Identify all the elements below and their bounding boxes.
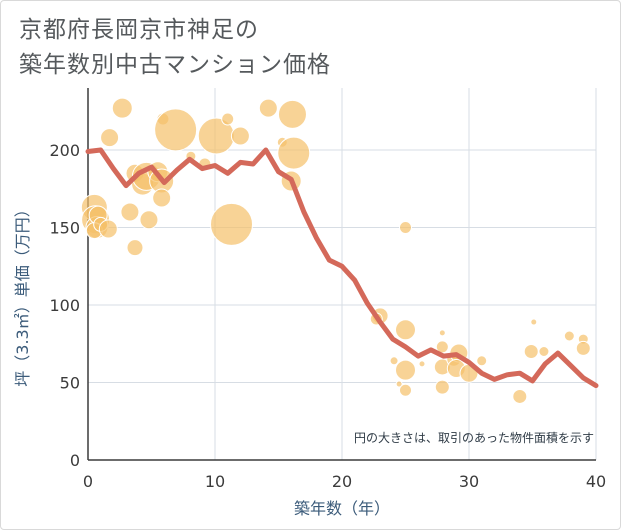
bubble-point bbox=[476, 355, 488, 367]
y-axis-title: 坪（3.3㎡）単価（万円） bbox=[13, 201, 32, 386]
bubble-point bbox=[523, 344, 539, 359]
bubble-point bbox=[389, 356, 399, 366]
x-tick-label: 40 bbox=[586, 472, 606, 491]
bubble-point bbox=[395, 359, 416, 381]
bubble-point bbox=[395, 319, 416, 341]
chart-title-line1: 京都府長岡京市神足の bbox=[19, 17, 259, 43]
x-tick-label: 30 bbox=[459, 472, 479, 491]
bubble-point bbox=[395, 380, 403, 388]
x-axis-title: 築年数（年） bbox=[294, 499, 390, 518]
bubble-point bbox=[126, 239, 144, 257]
bubble-point bbox=[120, 202, 140, 222]
bubble-point bbox=[277, 136, 311, 170]
bubble-point bbox=[100, 128, 120, 148]
x-tick-label: 0 bbox=[83, 472, 93, 491]
bubble-point bbox=[230, 126, 250, 146]
bubble-point bbox=[538, 346, 550, 357]
bubble-point bbox=[98, 219, 118, 239]
x-tick-label: 10 bbox=[205, 472, 225, 491]
bubble-point bbox=[111, 97, 133, 119]
y-tick-label: 200 bbox=[49, 141, 80, 160]
bubble-point bbox=[221, 112, 235, 126]
bubble-point bbox=[438, 329, 446, 337]
y-tick-label: 50 bbox=[60, 374, 80, 393]
y-tick-label: 100 bbox=[49, 296, 80, 315]
bubble-point bbox=[530, 318, 538, 326]
y-tick-label: 150 bbox=[49, 219, 80, 238]
bubble-point bbox=[152, 188, 172, 208]
chart-title-line2: 築年数別中古マンション価格 bbox=[19, 52, 331, 78]
bubble-point bbox=[399, 383, 412, 397]
bubble-point bbox=[154, 108, 198, 152]
bubble-point bbox=[512, 388, 528, 404]
bubble-point bbox=[277, 99, 307, 129]
x-tick-label: 20 bbox=[332, 472, 352, 491]
y-tick-label: 0 bbox=[70, 451, 80, 470]
average-price-line bbox=[85, 147, 599, 389]
axis-ticks: 0 10 20 30 40 0 50 100 150 200 bbox=[49, 141, 606, 491]
bubble-size-note: 円の大きさは、取引のあった物件面積を示す bbox=[354, 430, 594, 445]
bubble-point bbox=[434, 379, 450, 395]
bubble-point bbox=[399, 221, 412, 234]
bubble-point bbox=[563, 330, 575, 342]
chart-title: 京都府長岡京市神足の 築年数別中古マンション価格 bbox=[19, 13, 331, 83]
bubble-layer bbox=[80, 97, 591, 404]
bubble-point bbox=[258, 98, 278, 118]
bubble-point bbox=[575, 340, 591, 356]
bubble-point bbox=[139, 210, 159, 230]
bubble-point bbox=[210, 202, 254, 246]
bubble-point bbox=[418, 360, 426, 368]
